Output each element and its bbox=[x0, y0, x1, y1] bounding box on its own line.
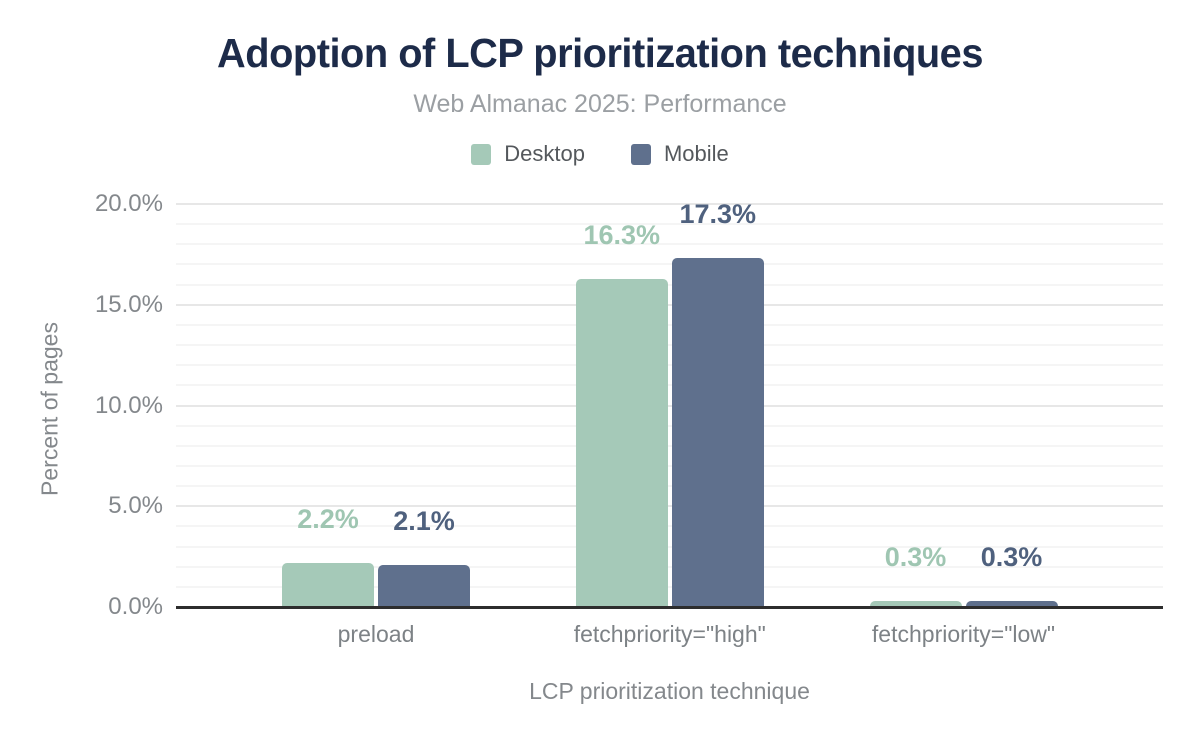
gridline-minor bbox=[176, 384, 1163, 387]
gridline-minor bbox=[176, 243, 1163, 246]
y-tick-label: 20.0% bbox=[94, 190, 163, 217]
x-tick-label: fetchpriority="low" bbox=[871, 621, 1056, 647]
gridline-minor bbox=[176, 223, 1163, 226]
bar-value-label-desktop: 2.2% bbox=[297, 503, 359, 534]
legend-item-desktop: Desktop bbox=[471, 141, 585, 167]
gridline-minor bbox=[176, 424, 1163, 427]
y-tick-label: 10.0% bbox=[94, 391, 163, 419]
gridline-minor bbox=[176, 585, 1163, 588]
x-axis-line bbox=[176, 606, 1163, 609]
bar-value-label-desktop: 16.3% bbox=[583, 219, 661, 250]
x-tick-label: preload bbox=[337, 621, 415, 647]
bar-desktop bbox=[282, 562, 374, 607]
y-tick-label: 5.0% bbox=[108, 492, 163, 520]
gridline-minor bbox=[176, 344, 1163, 347]
chart-subtitle: Web Almanac 2025: Performance bbox=[413, 90, 787, 118]
plot-area: 0.0% 5.0% 10.0% 15.0% 20.0% 2.2% 2.1% preload 16… bbox=[95, 192, 1163, 647]
y-tick-label: 0.0% bbox=[108, 593, 163, 620]
bar-value-label-desktop: 0.3% bbox=[884, 541, 947, 572]
gridline-minor bbox=[176, 283, 1163, 286]
gridline-minor bbox=[176, 364, 1163, 367]
legend-label-mobile: Mobile bbox=[663, 141, 729, 166]
x-tick-label: fetchpriority="high" bbox=[573, 621, 766, 647]
legend-item-mobile: Mobile bbox=[630, 141, 729, 167]
gridline-minor bbox=[176, 525, 1163, 528]
gridline-major bbox=[176, 505, 1163, 508]
bar-mobile bbox=[378, 564, 470, 607]
x-axis-title: LCP prioritization technique bbox=[529, 678, 810, 704]
legend-swatch-desktop bbox=[471, 143, 492, 165]
gridline-minor bbox=[176, 464, 1163, 467]
bar-mobile bbox=[671, 258, 764, 607]
gridline-major bbox=[176, 303, 1163, 306]
bar-desktop bbox=[869, 600, 962, 607]
y-axis-title: Percent of pages bbox=[36, 322, 63, 496]
bar-value-label-mobile: 2.1% bbox=[393, 505, 455, 536]
gridline-minor bbox=[176, 263, 1163, 266]
bar-mobile bbox=[965, 600, 1058, 607]
bar-value-label-mobile: 17.3% bbox=[679, 199, 757, 230]
legend: Desktop Mobile bbox=[0, 141, 1200, 167]
gridline-major bbox=[176, 203, 1163, 205]
y-tick-label: 15.0% bbox=[94, 290, 163, 318]
bar-value-label-mobile: 0.3% bbox=[980, 541, 1043, 572]
legend-swatch-mobile bbox=[630, 143, 651, 165]
bar-desktop bbox=[575, 278, 668, 607]
gridline-minor bbox=[176, 565, 1163, 568]
legend-label-desktop: Desktop bbox=[504, 141, 585, 166]
gridline-minor bbox=[176, 444, 1163, 447]
gridline-minor bbox=[176, 485, 1163, 488]
gridline-minor bbox=[176, 545, 1163, 548]
chart-title: Adoption of LCP prioritization technique… bbox=[217, 30, 983, 76]
gridline-major bbox=[176, 404, 1163, 407]
gridline-minor bbox=[176, 323, 1163, 326]
